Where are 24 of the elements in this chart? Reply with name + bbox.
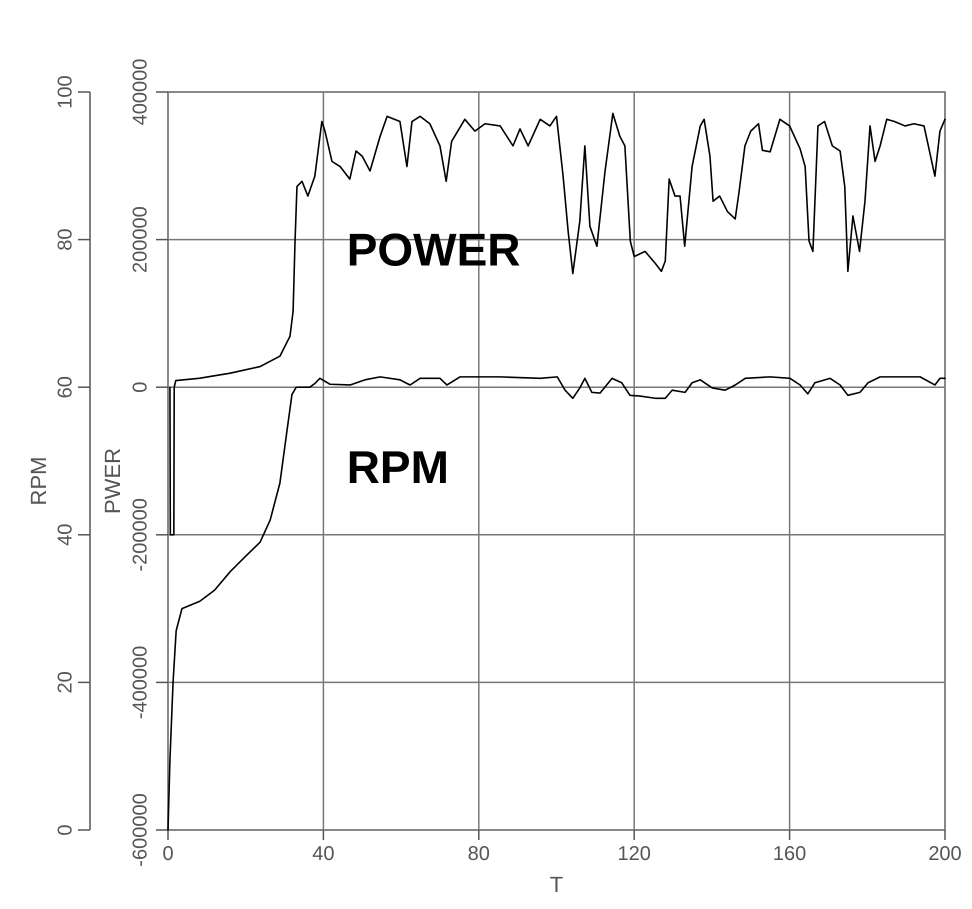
- y-tick-label: 40: [54, 524, 76, 546]
- series-label: POWER: [346, 223, 520, 276]
- y2-tick-label: -200000: [129, 498, 152, 572]
- x-tick-label: 200: [928, 843, 962, 865]
- y-tick-label: 20: [54, 671, 76, 694]
- y-tick-label: 60: [54, 376, 76, 398]
- x-tick-label: 120: [618, 843, 651, 865]
- y2-tick-label: 400000: [129, 58, 152, 126]
- x-tick-label: 80: [468, 843, 490, 865]
- y2-tick-label: -400000: [129, 646, 152, 720]
- x-axis-title: T: [550, 872, 564, 897]
- x-tick-label: 0: [162, 843, 174, 865]
- y-axis-title: RPM: [26, 456, 51, 506]
- y2-tick-label: 0: [129, 382, 152, 393]
- series-label: RPM: [346, 441, 449, 494]
- line-series: [169, 112, 946, 536]
- y2-tick-label: -600000: [129, 793, 152, 867]
- x-tick-label: 40: [312, 843, 335, 865]
- y-tick-label: 100: [54, 75, 76, 109]
- x-tick-label: 160: [772, 843, 806, 865]
- y-tick-label: 80: [54, 228, 76, 251]
- y2-tick-label: 200000: [129, 206, 152, 273]
- y2-axis-title: PWER: [100, 448, 125, 514]
- y-tick-label: 0: [54, 824, 76, 836]
